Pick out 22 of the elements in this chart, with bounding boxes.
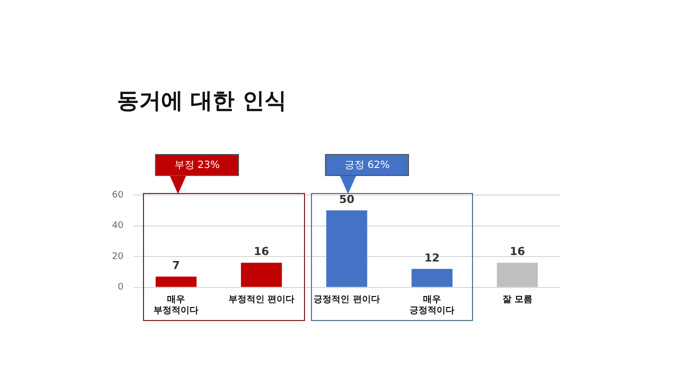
y-tick-label: 0 [118,282,124,293]
text: 긍정 62% [325,154,409,176]
text: 부정 23% [155,154,239,176]
chart-title: 동거에 대한 인식 [117,88,286,116]
y-tick-label: 60 [112,190,124,200]
data-label: 16 [254,245,270,258]
bar [240,262,282,287]
bar [496,262,538,287]
x-tick-label: 매우 긍정적이다 [410,295,455,316]
x-tick-label: 부정적인 편이다 [228,295,294,306]
y-tick-label: 40 [112,221,124,232]
data-label: 50 [339,192,355,206]
x-tick-label: 잘 모름 [502,295,532,306]
x-tick-label: 긍정적인 편이다 [314,295,380,306]
data-label: 16 [510,245,526,258]
bar [412,268,453,287]
y-tick-label: 20 [112,252,124,262]
bar [156,276,197,287]
data-label: 7 [172,258,180,272]
x-tick-label: 매우 부정적이다 [154,295,199,316]
data-label: 12 [424,251,440,264]
bar [326,210,368,287]
